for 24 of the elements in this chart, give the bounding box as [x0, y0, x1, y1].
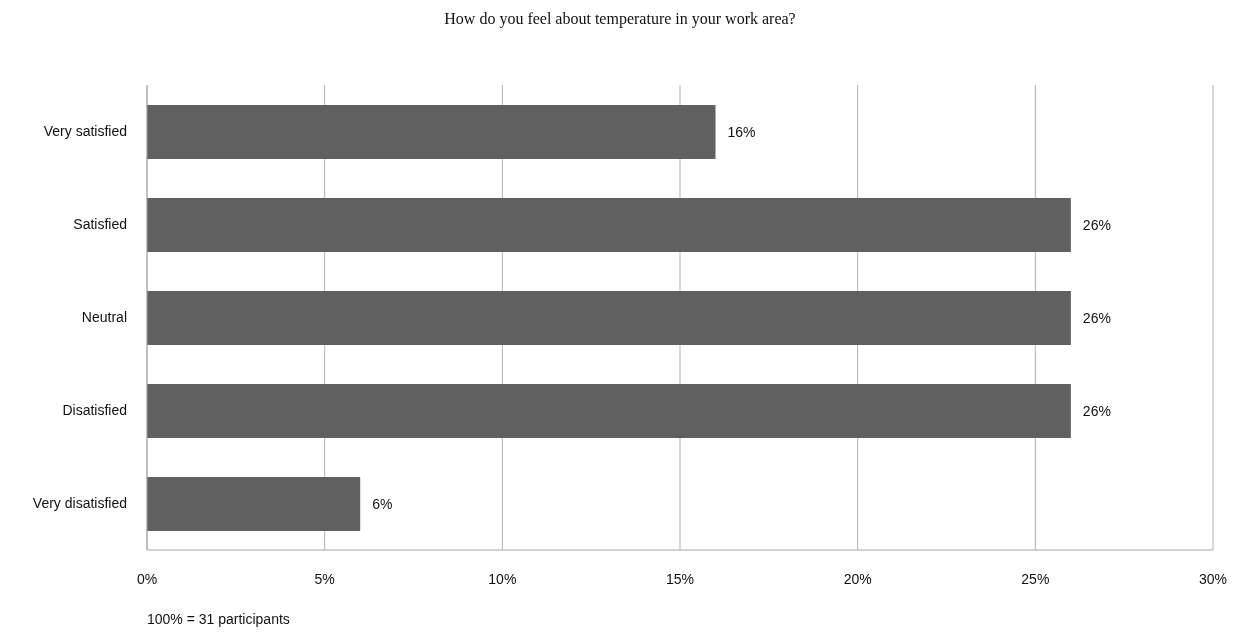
y-tick-label: Very satisfied — [43, 123, 127, 140]
bar — [147, 291, 1071, 345]
chart-title: How do you feel about temperature in your work area? — [444, 10, 796, 27]
text: 100% = 31 participants — [147, 611, 290, 627]
x-tick-label: 30% — [1198, 570, 1228, 587]
data-label: 6% — [372, 495, 393, 512]
bar — [147, 384, 1071, 438]
data-label: 26% — [1082, 216, 1111, 233]
x-tick-label: 25% — [1021, 570, 1050, 587]
data-label: 16% — [727, 123, 756, 140]
x-tick-label: 20% — [843, 570, 872, 587]
y-tick-label: Disatisfied — [62, 402, 127, 419]
x-tick-label: 5% — [314, 570, 335, 587]
bar — [147, 198, 1071, 252]
bar — [147, 105, 716, 159]
x-tick-label: 0% — [136, 570, 158, 587]
y-tick-label: Very disatisfied — [32, 495, 127, 512]
x-tick-label: 10% — [488, 570, 517, 587]
x-tick-label: 15% — [665, 570, 695, 587]
y-tick-label: Neutral — [81, 309, 127, 326]
data-label: 26% — [1082, 402, 1111, 419]
bar — [147, 477, 361, 531]
data-label: 26% — [1082, 309, 1111, 326]
y-tick-label: Satisfied — [73, 216, 127, 233]
